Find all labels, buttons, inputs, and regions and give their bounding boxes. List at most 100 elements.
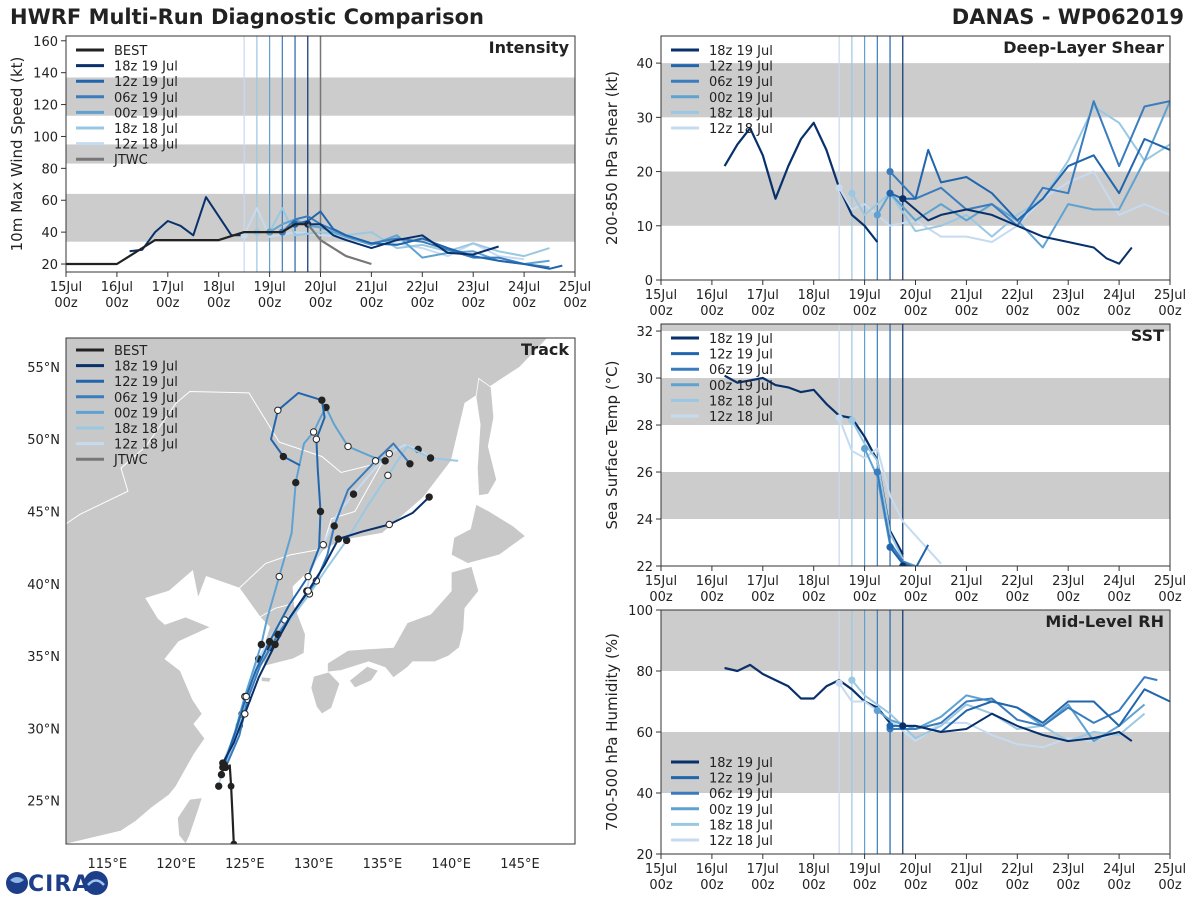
track-title: Track [521,340,569,359]
intensity-xtick-hour: 00z [105,296,129,311]
sst-ytick-label: 22 [636,560,653,575]
rh-xtick-day: 16Jul [696,862,728,877]
track-point-12z-19-jul [274,406,282,414]
shear-xtick-hour: 00z [904,304,928,319]
track-legend-label: 18z 18 Jul [114,422,178,437]
rh-xtick-day: 17Jul [747,862,779,877]
track-point-18z-19-jul [241,710,249,718]
rh-shade-band-0 [661,732,1170,793]
track-lat-label: 30°N [27,722,60,737]
rh-xtick-hour: 00z [1006,878,1030,893]
rh-ytick-label: 60 [636,726,653,741]
track-point-12z-18-jul [215,782,223,790]
track-point-00z-19-jul [309,428,318,436]
sst-init-point-06z-19-jul [873,468,881,476]
track-point-12z-19-jul [312,435,321,443]
globe-icon-land [10,877,24,883]
intensity-xtick-hour: 00z [207,296,231,311]
intensity-xtick-hour: 00z [156,296,180,311]
rh-legend-label: 18z 19 Jul [709,756,773,771]
intensity-ytick-label: 60 [41,194,58,209]
rh-xtick-day: 25Jul [1154,862,1186,877]
track-point-18z-19-jul [334,535,343,543]
intensity-ytick-label: 40 [41,226,58,241]
track-best-point [227,782,235,790]
intensity-xtick-day: 17Jul [152,280,184,295]
shear-series-12z-19-jul [889,138,1170,222]
intensity-xtick-hour: 00z [54,296,78,311]
sst-xtick-hour: 00z [955,590,979,605]
shear-lines [723,100,1170,265]
rh-ytick-label: 100 [628,604,653,619]
sst-legend-label: 00z 19 Jul [709,379,773,394]
sst-xtick-day: 18Jul [798,574,830,589]
mainland-asia [66,338,549,844]
sst-legend-label: 06z 19 Jul [709,363,773,378]
intensity-xtick-day: 18Jul [203,280,235,295]
shear-xtick-hour: 00z [1057,304,1081,319]
rh-lines [724,663,1170,749]
intensity-legend-label: 00z 19 Jul [114,106,178,121]
rh-ytick-label: 20 [636,848,653,863]
rh-init-point-18z-19-jul [899,722,907,730]
shear-xtick-day: 17Jul [747,288,779,303]
track-legend-label: BEST [114,344,147,359]
track-point-00z-19-jul [381,457,389,465]
intensity-series-12z-19-jul [294,210,563,270]
rh-xtick-day: 24Jul [1103,862,1135,877]
intensity-legend-label: 18z 18 Jul [114,122,178,137]
sst-lines [724,374,942,566]
rh-legend-label: 12z 19 Jul [709,772,773,787]
track-point-18z-18-jul [384,471,392,480]
track-lon-label: 120°E [156,857,196,872]
track-point-18z-19-jul [304,587,312,595]
track-point-18z-19-jul [271,640,279,649]
sst-xtick-day: 23Jul [1052,574,1084,589]
sst-init-point-00z-19-jul [861,444,869,453]
intensity-legend-label: 12z 19 Jul [114,75,178,90]
track-point-06z-19-jul [330,522,338,530]
sst-shade-band-2 [661,324,1170,332]
rh-series-12z-18-jul [838,682,1120,749]
sst-ytick-label: 32 [636,325,653,340]
rh-xtick-day: 19Jul [848,862,880,877]
sst-xtick-hour: 00z [700,590,724,605]
intensity-legend-label: 18z 19 Jul [114,60,178,75]
rh-history-line [724,663,891,724]
sst-xtick-hour: 00z [904,590,928,605]
rh-legend-label: 18z 18 Jul [709,818,773,833]
shear-xtick-hour: 00z [700,304,724,319]
intensity-legend-label: BEST [114,44,147,59]
track-point-00z-19-jul [257,640,266,649]
sst-xtick-hour: 00z [853,590,877,605]
shear-xtick-hour: 00z [1006,304,1030,319]
sst-series-12z-19-jul [889,544,930,566]
sst-xtick-day: 24Jul [1103,574,1135,589]
shear-init-point-12z-19-jul [886,189,894,197]
track-lat-label: 25°N [27,795,60,810]
rh-xtick-day: 15Jul [645,862,677,877]
rh-xtick-day: 20Jul [899,862,931,877]
shear-xtick-hour: 00z [955,304,979,319]
track-lon-label: 115°E [88,857,128,872]
shear-legend-label: 18z 19 Jul [709,44,773,59]
shear-init-point-00z-19-jul [873,211,881,219]
rh-init-point-00z-19-jul [873,707,881,715]
shear-xtick-day: 21Jul [950,288,982,303]
rh-panel: 2040608010015Jul00z16Jul00z17Jul00z18Jul… [603,604,1186,893]
shear-init-point-18z-19-jul [899,195,907,203]
rh-xtick-hour: 00z [751,878,775,893]
track-point-06z-19-jul [371,457,380,465]
intensity-xtick-day: 21Jul [355,280,387,295]
rh-xtick-day: 23Jul [1052,862,1084,877]
shear-xtick-day: 19Jul [848,288,880,303]
intensity-xtick-day: 20Jul [304,280,336,295]
shear-ytick-label: 10 [636,220,653,235]
track-best-point [230,840,238,844]
rh-ytick-label: 80 [636,665,653,680]
rh-ylabel: 700-500 hPa Humidity (%) [603,633,621,831]
track-point-12z-18-jul [385,449,393,458]
shear-ylabel: 200-850 hPa Shear (kt) [603,71,621,245]
sst-xtick-day: 15Jul [645,574,677,589]
track-point-12z-19-jul [242,692,250,701]
